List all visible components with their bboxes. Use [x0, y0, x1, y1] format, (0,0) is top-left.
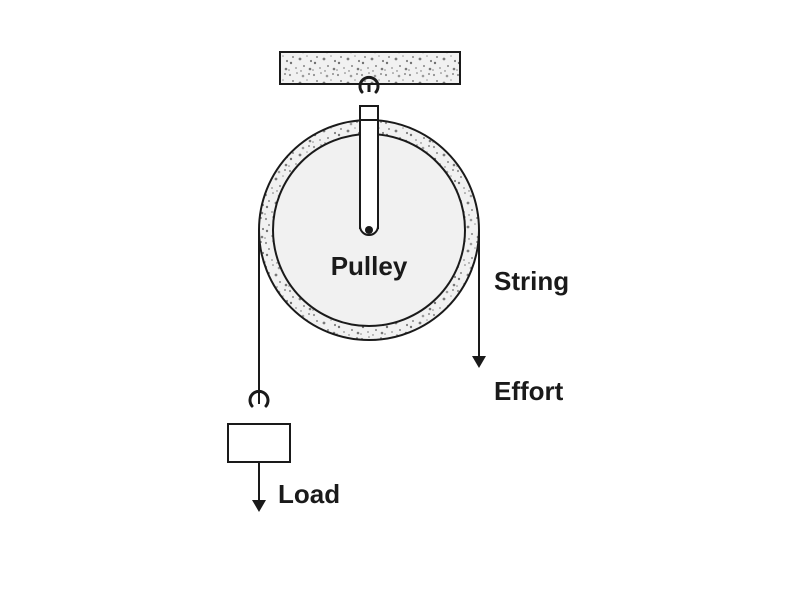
label-pulley: Pulley	[331, 251, 408, 281]
label-load: Load	[278, 479, 340, 509]
arrow-effort-icon	[472, 356, 486, 368]
pulley-diagram: Pulley String Effort Load	[0, 0, 800, 600]
pulley-axle	[365, 226, 373, 234]
load-box	[228, 424, 290, 462]
pulley-shaft-front	[360, 120, 378, 228]
ceiling-block	[280, 52, 460, 84]
arrow-load-icon	[252, 500, 266, 512]
label-effort: Effort	[494, 376, 564, 406]
label-string: String	[494, 266, 569, 296]
